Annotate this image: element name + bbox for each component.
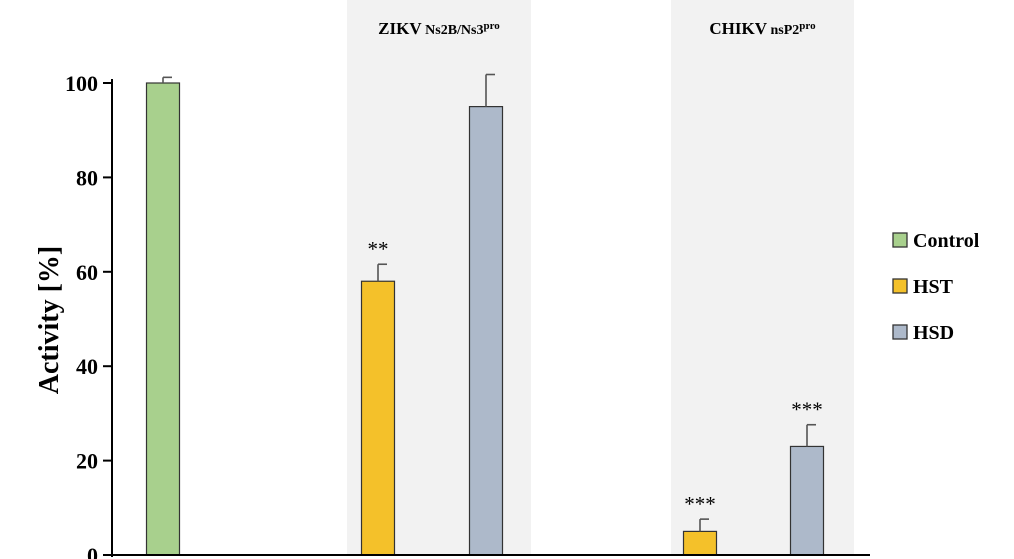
y-tick-label-100: 100	[65, 71, 98, 96]
legend: Control HST HSD	[892, 230, 980, 344]
significance-mark-1-0: **	[368, 237, 389, 261]
legend-label-hst: HST	[913, 276, 954, 298]
y-tick-label-40: 40	[76, 354, 98, 379]
y-axis-label: Activity [%]	[34, 246, 65, 395]
group-title-2: CHIKV nsP2pro	[709, 19, 816, 38]
y-axis: 0 20 40 60 80 100	[65, 71, 870, 559]
group-titles: ZIKV Ns2B/Ns3pro CHIKV nsP2pro	[378, 19, 816, 38]
legend-label-hsd: HSD	[913, 322, 954, 344]
bar-hst-1	[360, 280, 396, 556]
bar-hst-2	[682, 530, 718, 556]
legend-swatch-hst	[892, 278, 908, 294]
group-panel-2	[671, 0, 854, 555]
significance-mark-2-1: ***	[791, 398, 823, 422]
y-tick-label-80: 80	[76, 165, 98, 190]
legend-label-control: Control	[913, 230, 980, 252]
legend-swatch-hsd	[892, 324, 908, 340]
bar-hsd-1	[468, 105, 504, 556]
group-title-1: ZIKV Ns2B/Ns3pro	[378, 19, 500, 38]
significance-mark-2-0: ***	[684, 492, 716, 516]
legend-swatch-control	[892, 232, 908, 248]
bar-control-0	[145, 82, 181, 556]
y-tick-label-0: 0	[87, 543, 98, 559]
y-tick-label-20: 20	[76, 449, 98, 474]
bars-layer: ********	[145, 73, 825, 556]
bar-hsd-2	[789, 445, 825, 556]
group-shading-layer	[347, 0, 854, 555]
y-tick-label-60: 60	[76, 260, 98, 285]
